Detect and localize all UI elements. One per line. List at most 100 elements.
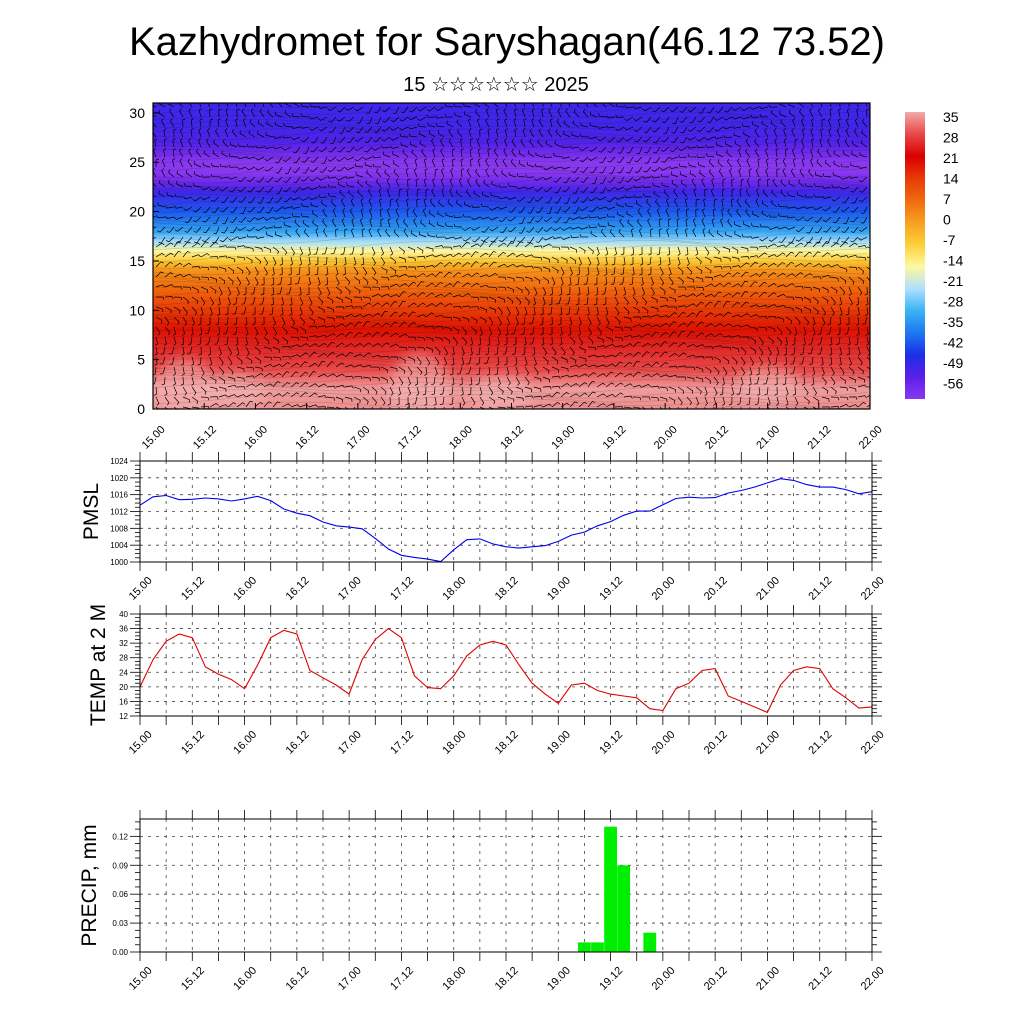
wind-barb [571, 166, 580, 173]
wind-barb [837, 316, 841, 326]
x-tick-label: 21.00 [754, 424, 782, 452]
wind-barb [721, 208, 725, 218]
wind-barb [272, 336, 280, 345]
wind-barb [829, 108, 833, 118]
x-tick-label: 16.12 [284, 575, 312, 603]
wind-barb [317, 334, 327, 338]
wind-barb [568, 103, 571, 108]
wind-barb [641, 383, 651, 388]
wind-barb [245, 346, 250, 356]
wind-barb [322, 208, 328, 218]
wind-barb [200, 396, 210, 401]
wind-barb [529, 316, 535, 325]
wind-barb [531, 108, 535, 118]
wind-barb [506, 276, 515, 282]
wind-barb [474, 108, 481, 118]
wind-barb [696, 144, 706, 149]
wind-barb [346, 136, 355, 144]
wind-barb [562, 206, 571, 213]
wind-barb [785, 242, 795, 248]
wind-barb [308, 383, 318, 388]
wind-barb [848, 376, 856, 383]
wind-barb [865, 296, 869, 306]
wind-barb [521, 316, 526, 326]
wind-barb [542, 256, 550, 263]
wind-barb [515, 386, 523, 393]
wind-barb [723, 135, 733, 139]
wind-barb [353, 353, 363, 358]
wind-barb [391, 116, 400, 123]
wind-barb [722, 311, 731, 318]
wind-barbs [153, 103, 870, 409]
wind-barb [542, 394, 552, 398]
wind-barb [713, 282, 723, 288]
wind-barb [310, 146, 319, 153]
wind-barb [596, 355, 606, 359]
wind-barb [687, 126, 697, 132]
wind-barb [380, 355, 390, 360]
wind-barb [641, 373, 651, 378]
wind-barb [364, 146, 373, 153]
wind-barb [791, 148, 796, 158]
wind-barb [785, 386, 789, 396]
wind-barb [309, 126, 319, 132]
wind-barb [749, 356, 755, 366]
x-tick-label: 18.12 [493, 965, 521, 993]
wind-barb [695, 286, 705, 291]
wind-barb [637, 208, 643, 218]
wind-barb [405, 168, 409, 178]
wind-barb [312, 219, 319, 228]
wind-barb [624, 136, 634, 142]
wind-barb [659, 341, 668, 348]
wind-barb [810, 148, 814, 158]
wind-barb [272, 372, 282, 378]
wind-barb [560, 382, 570, 388]
wind-barb [706, 153, 715, 158]
wind-barb [452, 316, 461, 322]
wind-barb [569, 364, 579, 368]
wind-barb [440, 138, 445, 148]
wind-barb [457, 366, 463, 375]
wind-barb [471, 226, 481, 231]
wind-barb [575, 296, 580, 306]
wind-barb [579, 233, 589, 238]
wind-barb [425, 302, 435, 308]
wind-barb [172, 158, 176, 168]
wind-barb [513, 118, 517, 128]
wind-barb [215, 316, 220, 326]
wind-barb [829, 336, 833, 346]
wind-barb [790, 366, 796, 375]
wind-barb [191, 296, 199, 304]
wind-barb [169, 108, 175, 118]
wind-barb [263, 383, 273, 388]
contour-line [153, 378, 868, 388]
wind-barb [706, 126, 715, 133]
wind-barb [326, 296, 334, 304]
wind-barb [489, 226, 499, 232]
wind-barb [578, 373, 588, 378]
wind-barb [407, 366, 413, 376]
wind-barb [624, 116, 634, 122]
wind-barb [755, 396, 760, 405]
wind-barb [695, 256, 702, 265]
wind-barb [168, 169, 175, 178]
precip-bar [591, 942, 604, 952]
wind-barb [317, 316, 325, 323]
wind-barb [774, 376, 778, 386]
wind-barb [184, 183, 193, 188]
wind-barb [218, 366, 225, 375]
wind-barb [730, 386, 734, 396]
wind-barb [189, 103, 193, 108]
wind-barb [371, 342, 381, 348]
wind-barb [335, 362, 345, 368]
wind-barb [443, 356, 448, 366]
contour-line [153, 404, 827, 409]
contour-line [153, 209, 868, 219]
wind-barb [749, 273, 759, 278]
wind-barb [183, 196, 193, 200]
wind-barb [237, 186, 247, 193]
wind-barb [247, 206, 256, 213]
wind-barb [856, 326, 860, 336]
wind-barb [695, 276, 704, 283]
wind-barb [317, 276, 321, 286]
